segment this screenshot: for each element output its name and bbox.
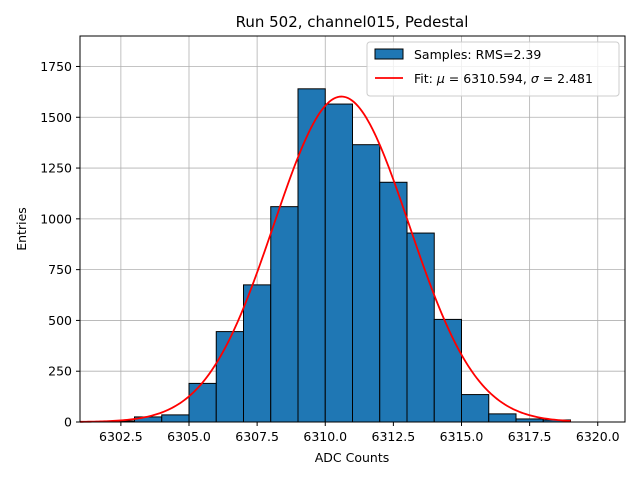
histogram-bar	[161, 414, 190, 423]
plot-frame	[79, 35, 626, 423]
chart-title: Run 502, channel015, Pedestal	[236, 13, 469, 31]
y-axis-ticks: 0 250 500 750 1000 1250 1500 1750	[40, 59, 80, 430]
y-tick-label: 0	[64, 415, 72, 430]
histogram-bar	[488, 413, 517, 423]
x-axis-title: ADC Counts	[315, 450, 390, 465]
fit-curve	[79, 95, 571, 423]
legend-samples-swatch	[374, 48, 404, 60]
legend-fit-label: Fit: μ = 6310.594, σ = 2.481	[414, 71, 593, 86]
histogram-bars	[106, 88, 571, 423]
histogram-bar	[297, 88, 326, 423]
legend: Samples: RMS=2.39 Fit: μ = 6310.594, σ =…	[366, 41, 620, 97]
histogram-bar	[379, 181, 408, 423]
x-tick-label: 6317.5	[508, 429, 552, 444]
x-axis-ticks: 6302.5 6305.0 6307.5 6310.0 6312.5 6315.0 6317…	[99, 422, 620, 444]
y-tick-label: 1000	[40, 211, 72, 226]
histogram-bar	[324, 103, 353, 423]
y-tick-label: 1500	[40, 110, 72, 125]
legend-samples-label: Samples: RMS=2.39	[414, 47, 541, 62]
histogram-bar	[270, 206, 299, 423]
y-tick-label: 500	[48, 313, 72, 328]
y-tick-label: 1750	[40, 59, 72, 74]
x-tick-label: 6307.5	[235, 429, 279, 444]
x-tick-label: 6312.5	[372, 429, 416, 444]
x-tick-label: 6315.0	[440, 429, 484, 444]
x-tick-label: 6302.5	[99, 429, 143, 444]
x-tick-label: 6310.0	[303, 429, 347, 444]
y-tick-label: 1250	[40, 161, 72, 176]
histogram-bar	[352, 144, 381, 423]
histogram-bar	[461, 394, 490, 423]
x-tick-label: 6320.0	[576, 429, 620, 444]
histogram-bar	[406, 232, 435, 423]
histogram-bar	[188, 382, 217, 423]
histogram-bar	[433, 318, 462, 423]
histogram-bar	[243, 284, 272, 423]
y-tick-label: 250	[48, 364, 72, 379]
y-tick-label: 750	[48, 262, 72, 277]
y-axis-title: Entries	[14, 207, 29, 251]
legend-box	[366, 41, 620, 97]
histogram-bar	[215, 331, 244, 423]
fit-curve-layer	[79, 95, 571, 423]
x-tick-label: 6305.0	[167, 429, 211, 444]
